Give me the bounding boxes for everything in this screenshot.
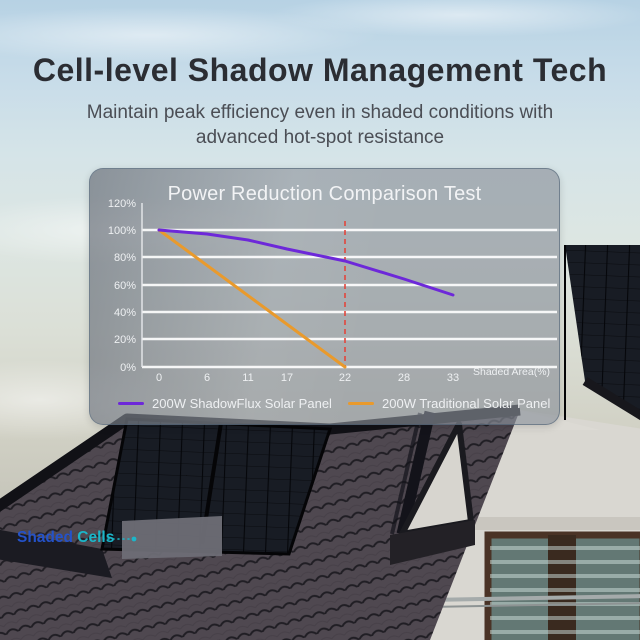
svg-text:33: 33 <box>447 372 459 384</box>
svg-text:11: 11 <box>242 372 253 384</box>
svg-text:40%: 40% <box>114 307 136 319</box>
svg-text:17: 17 <box>281 372 293 384</box>
svg-text:60%: 60% <box>114 280 136 292</box>
svg-text:120%: 120% <box>108 198 136 210</box>
svg-text:6: 6 <box>204 372 210 384</box>
svg-text:22: 22 <box>339 372 351 384</box>
svg-text:28: 28 <box>398 372 410 384</box>
svg-text:Shaded Area(%): Shaded Area(%) <box>473 366 550 378</box>
svg-text:20%: 20% <box>114 334 136 346</box>
svg-text:0: 0 <box>156 372 162 384</box>
svg-text:0%: 0% <box>120 362 136 374</box>
svg-text:100%: 100% <box>108 225 136 237</box>
svg-text:80%: 80% <box>114 252 136 264</box>
